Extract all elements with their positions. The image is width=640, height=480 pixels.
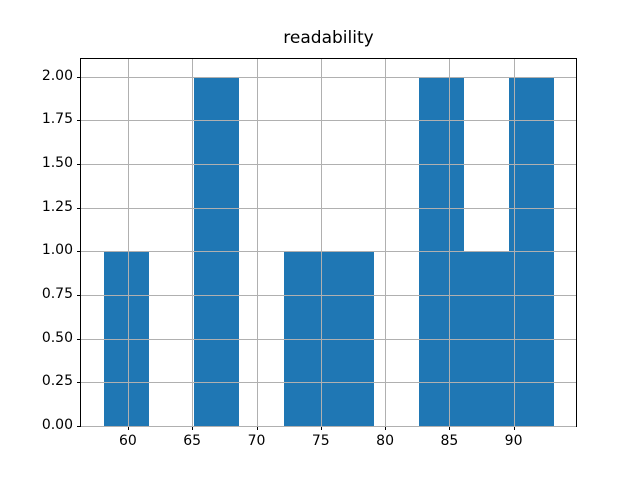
gridline-vertical — [127, 59, 129, 426]
gridline-horizontal — [81, 76, 576, 78]
y-tick-label: 0.50 — [41, 329, 73, 346]
histogram-bar — [328, 251, 374, 426]
x-tick-mark — [192, 426, 194, 430]
x-tick-label: 85 — [440, 433, 459, 449]
x-tick-label: 60 — [118, 433, 137, 449]
gridline-vertical — [320, 59, 322, 426]
gridline-vertical — [256, 59, 258, 426]
y-tick-label: 1.00 — [41, 242, 73, 259]
x-tick-mark — [127, 426, 129, 430]
gridline-vertical — [385, 59, 387, 426]
y-tick-mark — [77, 294, 81, 296]
chart-title: readability — [283, 28, 374, 48]
gridline-vertical — [513, 59, 515, 426]
x-tick-label: 80 — [376, 433, 394, 449]
x-tick-mark — [385, 426, 387, 430]
plot-area: 60 65 70 75 80 85 90 0.00 0.25 0.50 0.75 1.00 1.25 1.… — [42, 58, 577, 449]
x-tick-label: 70 — [247, 433, 266, 449]
y-tick-mark — [77, 163, 81, 165]
gridline-vertical — [192, 59, 194, 426]
x-tick-mark — [449, 426, 451, 430]
y-tick-label: 0.00 — [41, 417, 73, 433]
y-tick-mark — [77, 251, 81, 253]
y-tick-label: 0.75 — [41, 285, 73, 302]
x-tick-label: 90 — [504, 433, 523, 449]
y-tick-label: 1.50 — [41, 154, 73, 171]
x-tick-label: 65 — [183, 433, 202, 449]
histogram-bar — [463, 251, 509, 426]
x-tick-mark — [513, 426, 515, 430]
y-tick-mark — [77, 120, 81, 122]
histogram-bar — [103, 251, 149, 426]
gridline-horizontal — [81, 120, 576, 122]
x-tick-mark — [256, 426, 258, 430]
y-tick-mark — [77, 76, 81, 78]
plot-inner: 60 65 70 75 80 85 90 0.00 0.25 0.50 0.75 1.00 1.25 1.… — [42, 59, 576, 449]
gridline-horizontal — [81, 163, 576, 165]
gridline-horizontal — [81, 382, 576, 384]
y-tick-mark — [77, 426, 81, 427]
x-tick-label: 75 — [311, 433, 330, 449]
x-tick-mark — [320, 426, 322, 430]
y-tick-mark — [77, 207, 81, 209]
gridline-vertical — [449, 59, 451, 426]
y-tick-label: 0.25 — [41, 373, 73, 390]
gridline-horizontal — [81, 207, 576, 209]
y-tick-label: 1.25 — [41, 198, 73, 215]
gridline-horizontal — [81, 251, 576, 253]
y-tick-mark — [77, 338, 81, 340]
gridline-horizontal — [81, 426, 576, 427]
y-tick-mark — [77, 382, 81, 384]
gridline-horizontal — [81, 338, 576, 340]
gridline-horizontal — [81, 294, 576, 296]
y-tick-label: 1.75 — [41, 111, 73, 128]
y-tick-label: 2.00 — [41, 67, 73, 84]
